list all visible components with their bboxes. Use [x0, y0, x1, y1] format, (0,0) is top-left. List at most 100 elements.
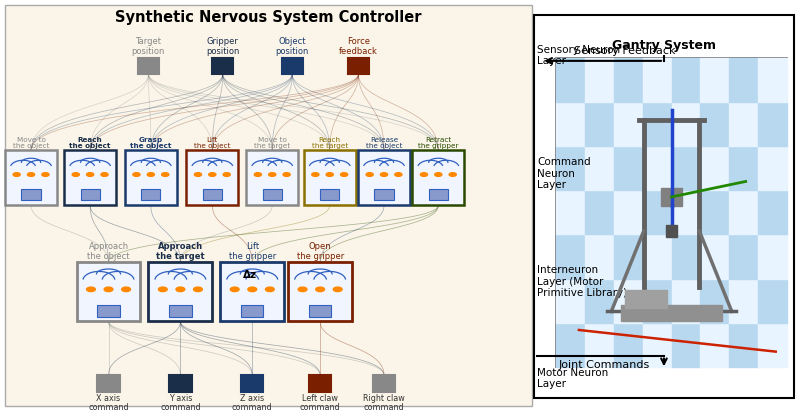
Bar: [730, 102, 758, 146]
Circle shape: [104, 287, 113, 292]
Text: Lift
the object: Lift the object: [194, 136, 230, 149]
Bar: [671, 58, 701, 102]
Text: Approach
the target: Approach the target: [156, 242, 205, 261]
FancyBboxPatch shape: [98, 375, 120, 391]
FancyBboxPatch shape: [304, 150, 356, 205]
Bar: [730, 323, 758, 367]
Circle shape: [395, 173, 402, 176]
Bar: [701, 190, 730, 235]
Bar: [556, 323, 585, 367]
Bar: [614, 58, 642, 102]
Bar: [556, 58, 585, 102]
FancyBboxPatch shape: [412, 150, 464, 205]
Text: Target
position: Target position: [132, 37, 165, 56]
Bar: [642, 146, 671, 190]
Circle shape: [101, 173, 108, 176]
Bar: [758, 279, 787, 323]
FancyBboxPatch shape: [309, 375, 331, 391]
Bar: [758, 323, 787, 367]
Bar: [642, 190, 671, 235]
Bar: [556, 102, 585, 146]
Bar: [621, 305, 722, 321]
Text: Motor Neuron
Layer: Motor Neuron Layer: [538, 368, 609, 389]
FancyBboxPatch shape: [81, 189, 100, 200]
FancyBboxPatch shape: [5, 5, 532, 406]
FancyBboxPatch shape: [98, 305, 120, 317]
Circle shape: [326, 173, 334, 176]
Bar: [671, 190, 701, 235]
FancyBboxPatch shape: [212, 58, 233, 74]
Circle shape: [147, 173, 154, 176]
Circle shape: [266, 287, 274, 292]
Bar: [701, 58, 730, 102]
Text: Reach
the object: Reach the object: [70, 136, 111, 149]
Text: Lift
the gripper: Lift the gripper: [229, 242, 276, 261]
Bar: [666, 225, 678, 237]
Circle shape: [434, 173, 442, 176]
Bar: [730, 190, 758, 235]
Circle shape: [449, 173, 456, 176]
Circle shape: [13, 173, 20, 176]
Circle shape: [194, 287, 202, 292]
FancyBboxPatch shape: [170, 375, 191, 391]
FancyBboxPatch shape: [534, 15, 794, 398]
FancyBboxPatch shape: [241, 305, 263, 317]
Circle shape: [381, 173, 388, 176]
Bar: [556, 279, 585, 323]
Circle shape: [162, 173, 169, 176]
Bar: [642, 58, 671, 102]
Bar: [758, 58, 787, 102]
Text: Grasp
the object: Grasp the object: [130, 136, 171, 149]
Circle shape: [158, 287, 167, 292]
FancyBboxPatch shape: [320, 189, 339, 200]
Bar: [730, 235, 758, 279]
Text: Interneuron
Layer (Motor
Primitive Library): Interneuron Layer (Motor Primitive Libra…: [538, 265, 627, 298]
FancyBboxPatch shape: [125, 150, 177, 205]
Bar: [758, 190, 787, 235]
FancyBboxPatch shape: [429, 189, 448, 200]
Bar: [758, 102, 787, 146]
Circle shape: [27, 173, 34, 176]
FancyBboxPatch shape: [556, 58, 787, 367]
Circle shape: [420, 173, 427, 176]
Bar: [642, 279, 671, 323]
Circle shape: [122, 287, 130, 292]
FancyBboxPatch shape: [186, 150, 238, 205]
FancyBboxPatch shape: [358, 150, 410, 205]
Text: Δz: Δz: [242, 270, 257, 280]
Bar: [671, 146, 701, 190]
Bar: [556, 146, 585, 190]
Bar: [626, 290, 667, 308]
Circle shape: [209, 173, 216, 176]
Text: Object
position: Object position: [275, 37, 309, 56]
Text: Retract
the gripper: Retract the gripper: [418, 136, 458, 149]
Bar: [671, 102, 701, 146]
Bar: [701, 279, 730, 323]
FancyBboxPatch shape: [262, 189, 282, 200]
Text: Approach
the object: Approach the object: [87, 242, 130, 261]
Text: Gantry System: Gantry System: [612, 39, 716, 52]
Bar: [758, 235, 787, 279]
Bar: [585, 323, 614, 367]
Bar: [730, 146, 758, 190]
Bar: [556, 235, 585, 279]
Circle shape: [334, 287, 342, 292]
Bar: [642, 102, 671, 146]
FancyBboxPatch shape: [77, 262, 141, 321]
Bar: [585, 58, 614, 102]
FancyBboxPatch shape: [373, 375, 395, 391]
Circle shape: [269, 173, 276, 176]
Circle shape: [230, 287, 239, 292]
Bar: [585, 102, 614, 146]
Circle shape: [248, 287, 257, 292]
Circle shape: [194, 173, 202, 176]
FancyBboxPatch shape: [142, 189, 161, 200]
Circle shape: [72, 173, 79, 176]
Circle shape: [254, 173, 262, 176]
FancyBboxPatch shape: [5, 150, 57, 205]
Bar: [730, 279, 758, 323]
Circle shape: [283, 173, 290, 176]
Bar: [642, 235, 671, 279]
Circle shape: [223, 173, 230, 176]
Text: Z axis
command: Z axis command: [232, 394, 273, 412]
